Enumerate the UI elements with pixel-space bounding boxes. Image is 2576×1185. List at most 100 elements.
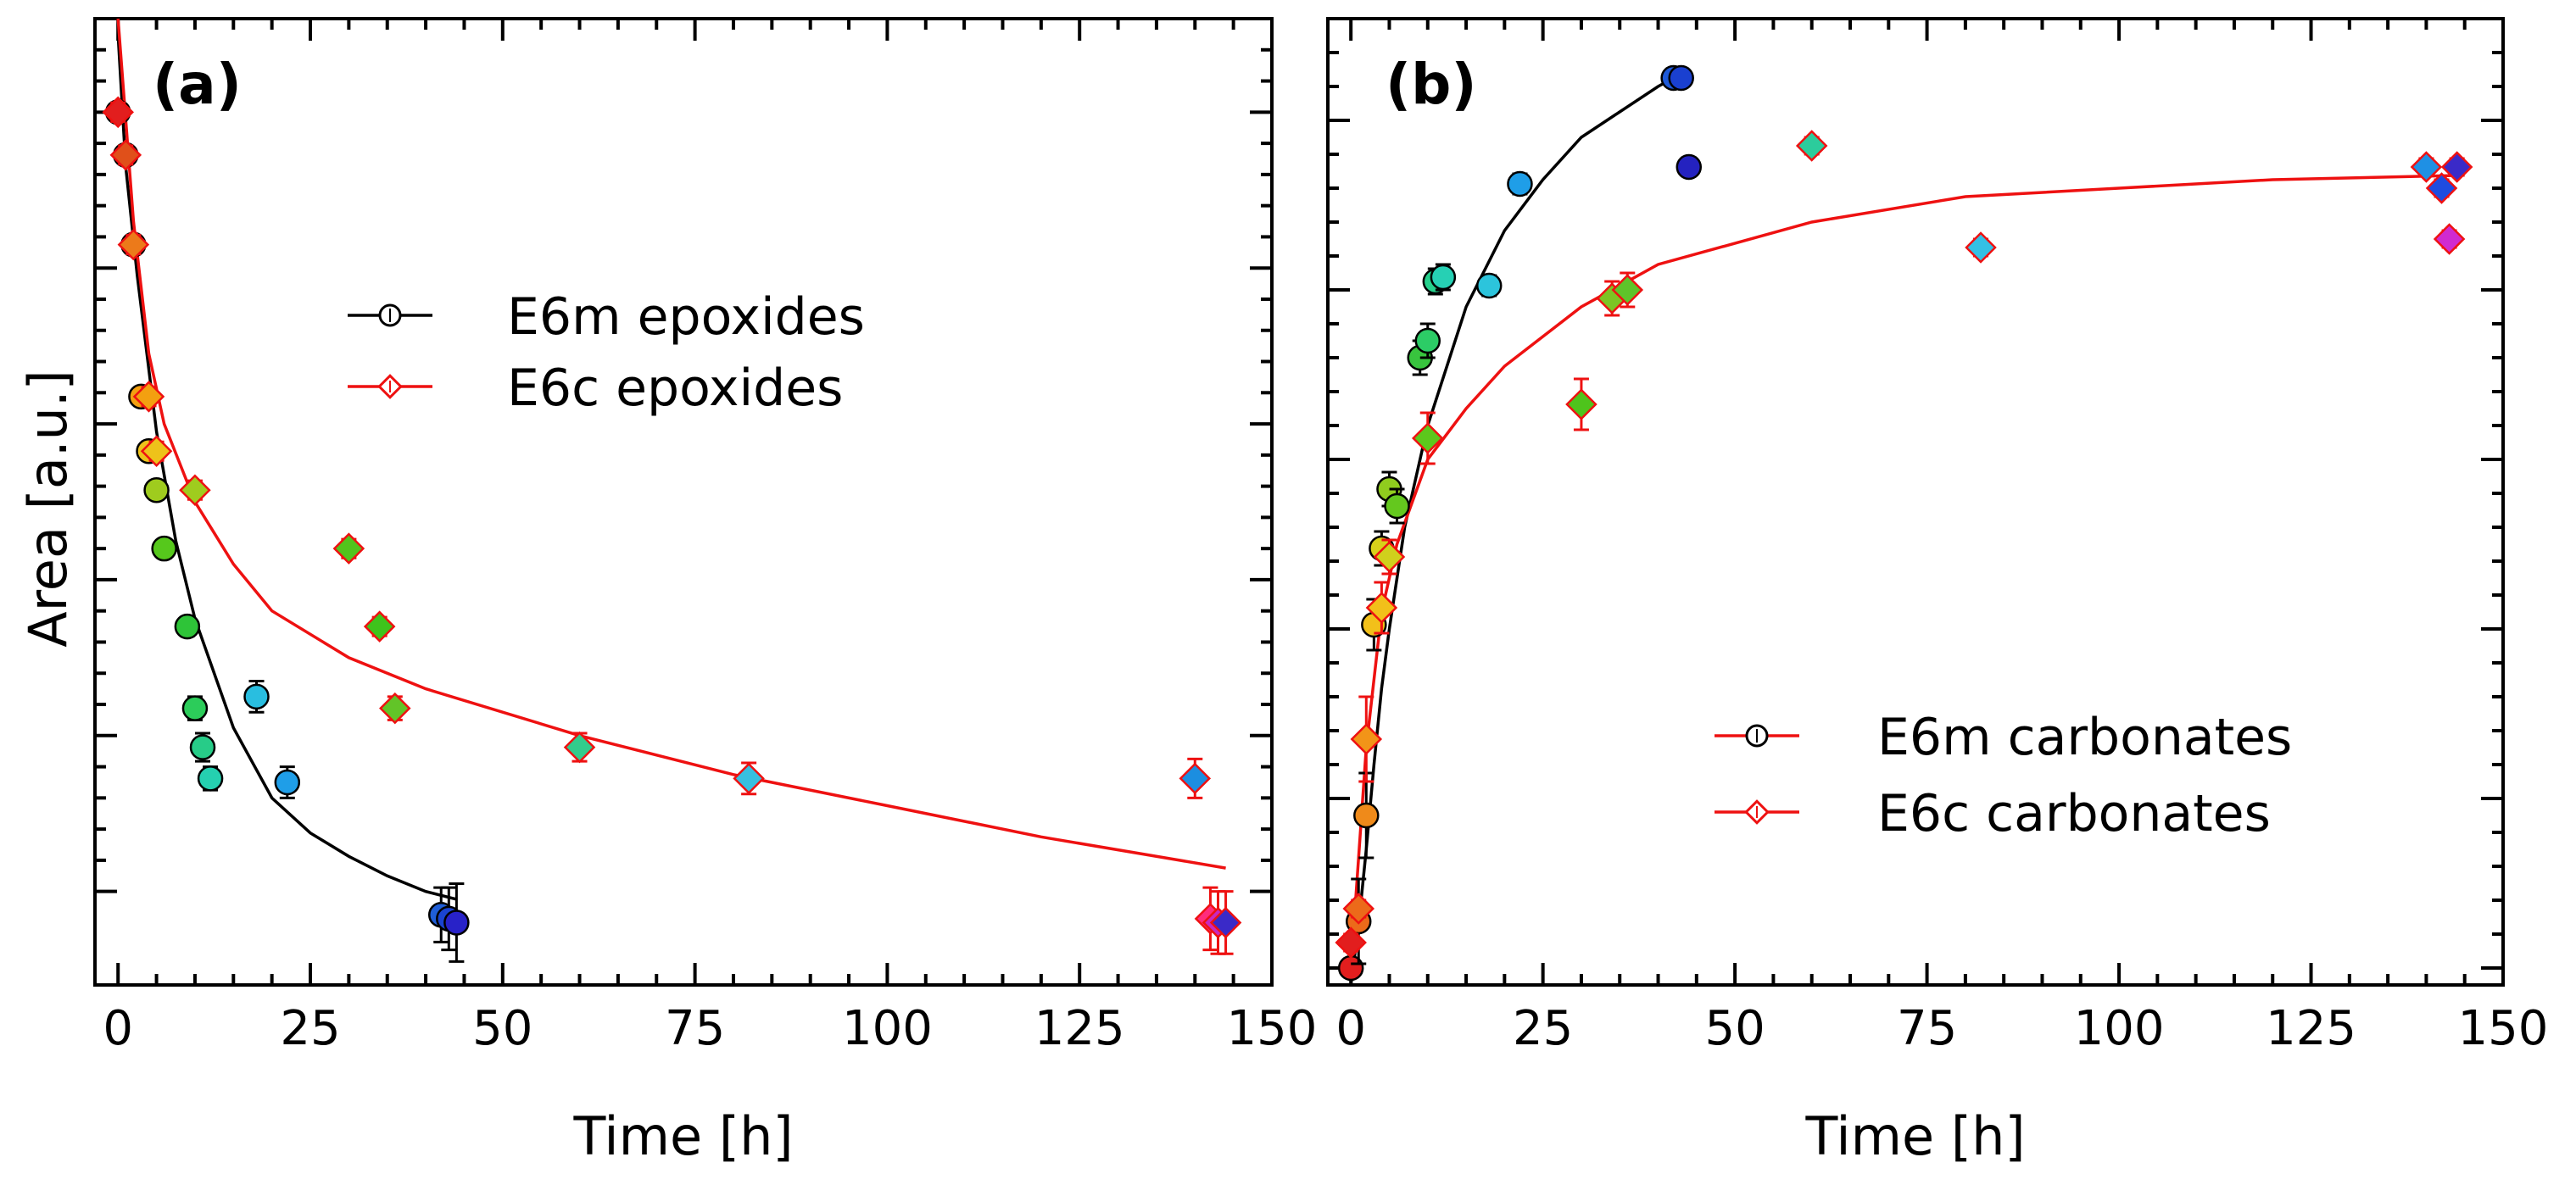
panel-a-label: (a) — [153, 52, 242, 117]
circle-marker — [1676, 153, 1703, 181]
data-point-circle — [1676, 153, 1703, 181]
diamond-marker — [102, 96, 134, 129]
panel-a-tick-labels: 0 25 50 75 100 125 150 — [103, 1001, 1317, 1056]
panel-a-ticks — [95, 19, 1274, 985]
diamond-marker — [2410, 151, 2443, 183]
data-point-circle — [443, 882, 470, 963]
panel-a-points — [102, 96, 1242, 963]
data-point-circle — [1668, 64, 1694, 92]
circle-marker — [1475, 272, 1503, 299]
panel-a-legend: E6m epoxides E6c epoxides — [348, 287, 865, 418]
data-point-diamond — [1411, 411, 1444, 465]
fit-line-c — [116, 18, 1226, 870]
data-point-circle — [1384, 487, 1410, 525]
circle-marker — [274, 769, 301, 796]
diamond-marker — [1179, 762, 1212, 795]
legend-a-label-2: E6c epoxides — [507, 359, 843, 418]
data-point-circle — [197, 765, 224, 792]
panel-a: (a) 0 25 50 75 100 125 150 E6m epoxides E6c ep… — [93, 17, 1317, 1167]
circle-marker — [174, 613, 201, 640]
x-tick-label: 150 — [1227, 1001, 1318, 1056]
data-point-diamond — [2440, 151, 2473, 183]
diamond-marker — [2440, 151, 2473, 183]
panel-b-legend: E6m carbonates E6c carbonates — [1715, 708, 2292, 843]
diamond-marker — [1350, 723, 1383, 755]
diamond-marker — [1342, 893, 1375, 925]
diamond-marker — [332, 532, 365, 565]
data-point-diamond — [109, 139, 142, 171]
diamond-marker — [733, 762, 765, 795]
diamond-marker — [117, 228, 150, 261]
panel-b-fit-lines — [1349, 68, 2457, 986]
fit-line-m — [116, 34, 457, 901]
data-point-circle — [143, 476, 170, 503]
circle-marker — [443, 910, 470, 936]
fit-line-c — [1349, 174, 2457, 969]
data-point-diamond — [1335, 926, 1367, 959]
x-tick-label: 125 — [1034, 1001, 1125, 1056]
x-tick-label: 25 — [1513, 1001, 1573, 1056]
data-point-diamond — [2433, 223, 2466, 255]
x-tick-label: 25 — [280, 1001, 340, 1056]
circle-marker — [189, 734, 216, 760]
circle-marker — [1668, 64, 1694, 92]
panel-b-x-axis-label: Time [h] — [1804, 1105, 2025, 1167]
panel-a-fit-lines — [116, 18, 1226, 901]
diamond-marker — [109, 139, 142, 171]
data-point-diamond — [1565, 377, 1597, 431]
circle-marker — [1384, 492, 1410, 520]
x-tick-label: 50 — [472, 1001, 532, 1056]
diamond-marker — [132, 381, 165, 413]
data-point-circle — [1507, 170, 1533, 198]
diamond-marker — [1365, 592, 1398, 624]
data-point-circle — [243, 679, 270, 714]
circle-marker — [181, 695, 209, 721]
diamond-marker — [1795, 130, 1828, 162]
data-point-diamond — [363, 610, 396, 643]
circle-marker — [1414, 327, 1441, 354]
circle-marker — [151, 535, 177, 562]
diamond-marker — [1611, 274, 1644, 306]
diamond-marker — [2433, 223, 2466, 255]
data-point-circle — [274, 765, 301, 799]
legend-a-label-1: E6m epoxides — [507, 287, 865, 347]
data-point-diamond — [563, 731, 596, 764]
data-point-circle — [1407, 339, 1433, 376]
panel-b-frame — [1326, 17, 2505, 987]
data-point-circle — [189, 732, 216, 763]
data-point-diamond — [1209, 890, 1242, 955]
data-point-diamond — [132, 381, 165, 413]
data-point-diamond — [733, 761, 765, 796]
diamond-marker — [563, 731, 596, 764]
data-point-diamond — [117, 228, 150, 261]
data-point-diamond — [179, 474, 211, 506]
diamond-marker — [1965, 231, 1997, 264]
x-tick-label: 125 — [2266, 1001, 2356, 1056]
y-axis-label: Area [a.u.] — [17, 370, 79, 647]
x-tick-label: 150 — [2458, 1001, 2549, 1056]
data-point-circle — [151, 535, 177, 562]
circle-marker — [197, 765, 224, 792]
panel-a-x-axis-label: Time [h] — [572, 1105, 793, 1167]
diamond-marker — [363, 610, 396, 643]
x-tick-label: 75 — [1897, 1001, 1957, 1056]
data-point-diamond — [2410, 151, 2443, 183]
data-point-circle — [1414, 322, 1441, 359]
data-point-diamond — [102, 96, 134, 129]
panel-b: (b) 0 25 50 75 100 125 150 E6m carbonates E6c … — [1326, 17, 2549, 1167]
x-tick-label: 100 — [842, 1001, 933, 1056]
diamond-marker — [1565, 388, 1597, 420]
x-tick-label: 0 — [1335, 1001, 1366, 1056]
legend-b-label-1: E6m carbonates — [1877, 708, 2292, 767]
data-point-diamond — [1350, 695, 1383, 783]
x-tick-label: 50 — [1704, 1001, 1765, 1056]
x-tick-label: 0 — [103, 1001, 133, 1056]
data-point-diamond — [1965, 231, 1997, 264]
data-point-diamond — [1373, 538, 1406, 576]
diamond-marker — [2425, 172, 2458, 204]
data-point-circle — [174, 613, 201, 640]
data-point-circle — [1353, 771, 1380, 860]
diamond-marker — [1373, 541, 1406, 573]
panel-a-frame — [93, 17, 1274, 987]
